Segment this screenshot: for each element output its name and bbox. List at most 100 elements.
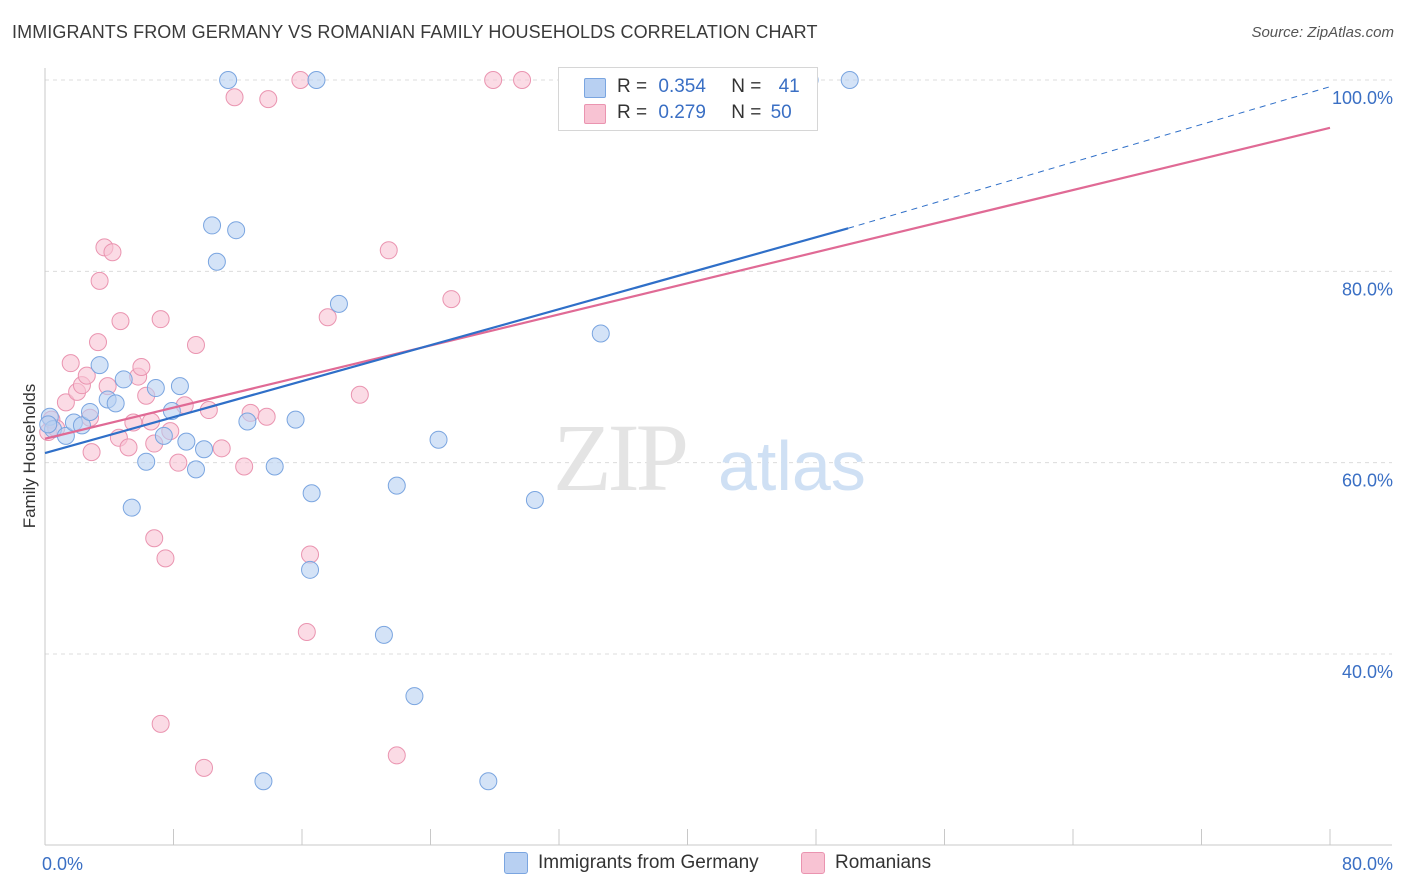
- data-point: [238, 412, 257, 431]
- data-point: [329, 294, 348, 313]
- data-point: [259, 90, 278, 109]
- series-legend: Immigrants from Germany Romanians: [0, 852, 1406, 878]
- data-point: [840, 71, 859, 89]
- data-point: [212, 439, 231, 458]
- trend-line-germany-extension: [847, 86, 1331, 229]
- data-point: [77, 366, 96, 385]
- legend-item-romanians[interactable]: Romanians: [801, 852, 931, 874]
- data-point: [111, 312, 130, 331]
- x-tick-label: 0.0%: [42, 854, 83, 874]
- data-point: [307, 71, 326, 89]
- data-point: [318, 308, 337, 327]
- legend-item-germany[interactable]: Immigrants from Germany: [504, 852, 759, 874]
- data-point: [145, 529, 164, 548]
- legend-n-value: 50: [770, 102, 792, 123]
- data-point: [90, 356, 109, 375]
- data-point: [387, 476, 406, 495]
- trend-line-romanians: [44, 126, 1331, 440]
- germany-points: [39, 71, 859, 791]
- y-tick-label: 40.0%: [1342, 662, 1393, 682]
- legend-r-value: 0.354: [658, 76, 706, 97]
- data-point: [235, 457, 254, 476]
- data-point: [90, 271, 109, 290]
- data-point: [297, 622, 316, 641]
- data-point: [177, 432, 196, 451]
- data-point: [103, 243, 122, 262]
- data-point: [479, 772, 498, 791]
- data-point: [106, 394, 125, 413]
- tick-labels: 40.0% 60.0% 80.0% 100.0% 0.0% 80.0%: [42, 88, 1393, 874]
- data-point: [484, 71, 503, 89]
- y-axis-label: Family Households: [20, 384, 39, 529]
- data-point: [119, 438, 138, 457]
- legend-swatch-pink: [801, 852, 825, 874]
- data-point: [207, 252, 226, 271]
- data-point: [301, 545, 320, 564]
- data-point: [405, 687, 424, 706]
- legend-n-value: 41: [778, 76, 800, 97]
- data-point: [61, 354, 80, 373]
- data-point: [195, 440, 214, 459]
- trend-line-germany: [44, 227, 849, 455]
- watermark-zip: ZIP: [553, 404, 686, 511]
- legend-r-label: R =: [617, 76, 648, 97]
- data-point: [170, 377, 189, 396]
- y-tick-label: 80.0%: [1342, 279, 1393, 299]
- data-point: [257, 407, 276, 426]
- x-tick-label: 80.0%: [1342, 854, 1393, 874]
- data-point: [374, 625, 393, 644]
- legend-swatch-blue: [584, 78, 606, 98]
- legend-n-label: N =: [731, 102, 762, 123]
- legend-n-label: N =: [731, 76, 762, 97]
- data-point: [146, 379, 165, 398]
- data-point: [525, 490, 544, 509]
- correlation-legend: R = 0.354 N = 41 R = 0.279 N = 50: [558, 67, 818, 131]
- source-note: Source: ZipAtlas.com: [1251, 24, 1394, 41]
- data-point: [429, 430, 448, 449]
- y-tick-label: 60.0%: [1342, 471, 1393, 491]
- grid-lines: [45, 79, 1392, 655]
- data-point: [151, 310, 170, 329]
- data-point: [195, 758, 214, 777]
- data-point: [132, 358, 151, 376]
- data-point: [203, 216, 222, 235]
- data-point: [442, 290, 461, 309]
- legend-r-label: R =: [617, 102, 648, 123]
- data-point: [80, 402, 99, 421]
- data-point: [186, 460, 205, 479]
- data-point: [122, 498, 141, 517]
- data-point: [254, 772, 273, 791]
- axes: [44, 68, 1392, 846]
- data-point: [227, 221, 246, 240]
- data-point: [89, 333, 108, 352]
- data-point: [291, 71, 310, 89]
- data-point: [56, 393, 75, 412]
- legend-swatch-blue: [504, 852, 528, 874]
- data-point: [387, 746, 406, 765]
- watermark: ZIP atlas: [553, 404, 866, 511]
- data-point: [219, 71, 238, 89]
- legend-item-label: Romanians: [835, 852, 932, 873]
- legend-item-label: Immigrants from Germany: [538, 852, 759, 873]
- data-point: [301, 560, 320, 579]
- data-point: [302, 484, 321, 503]
- data-point: [154, 426, 173, 445]
- data-point: [137, 452, 156, 471]
- trend-lines: [44, 86, 1331, 455]
- data-point: [225, 88, 244, 107]
- y-tick-label: 100.0%: [1332, 88, 1393, 108]
- data-point: [286, 410, 305, 429]
- data-point: [169, 453, 188, 472]
- chart-title: IMMIGRANTS FROM GERMANY VS ROMANIAN FAMI…: [12, 22, 818, 42]
- data-point: [591, 324, 610, 343]
- data-point: [265, 457, 284, 476]
- data-point: [156, 549, 175, 568]
- data-point: [151, 714, 170, 733]
- watermark-atlas: atlas: [718, 427, 866, 505]
- legend-r-value: 0.279: [658, 102, 706, 123]
- data-point: [114, 370, 133, 389]
- data-point: [186, 335, 205, 354]
- romanians-points: [39, 71, 532, 777]
- data-point: [379, 241, 398, 260]
